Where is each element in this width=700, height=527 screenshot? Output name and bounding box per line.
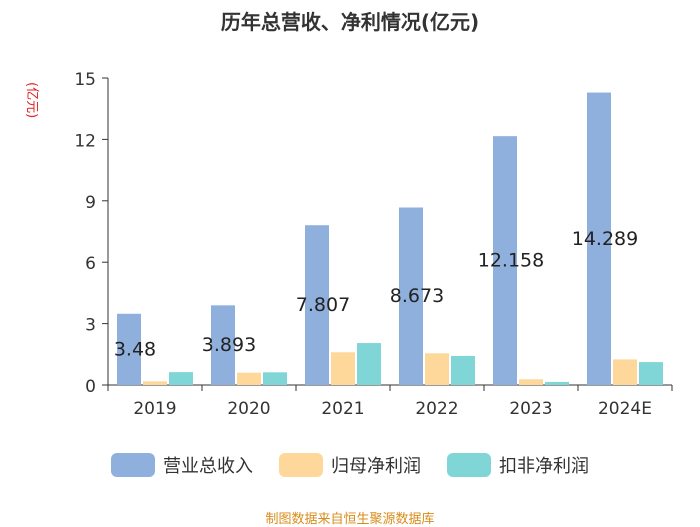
legend-label-deducted-net-profit: 扣非净利润 [499, 456, 589, 477]
legend-label-revenue: 营业总收入 [163, 456, 253, 477]
y-tick-label: 15 [74, 70, 96, 90]
data-label-revenue: 3.48 [114, 338, 156, 360]
x-tick-label: 2024E [598, 399, 652, 419]
legend-swatch-revenue [111, 453, 155, 477]
data-label-revenue: 14.289 [572, 228, 638, 250]
data-source-note: 制图数据来自恒生聚源数据库 [265, 512, 435, 527]
y-tick-label: 12 [74, 131, 96, 151]
legend-item-deducted-net-profit[interactable]: 扣非净利润 [447, 452, 589, 478]
x-tick-label: 2020 [227, 399, 270, 419]
legend-item-net-profit[interactable]: 归母净利润 [279, 452, 421, 478]
bar-deducted-net-profit [357, 343, 381, 385]
bar-net-profit [613, 359, 637, 385]
chart-legend: 营业总收入 归母净利润 扣非净利润 [0, 452, 700, 478]
x-tick-label: 2022 [415, 399, 458, 419]
bar-revenue [305, 225, 329, 385]
bar-revenue [493, 136, 517, 385]
bar-deducted-net-profit [639, 362, 663, 385]
bar-net-profit [143, 381, 167, 385]
bar-revenue [587, 92, 611, 385]
bar-net-profit [331, 352, 355, 385]
bar-deducted-net-profit [169, 372, 193, 385]
bar-revenue [117, 313, 141, 385]
legend-swatch-deducted-net-profit [447, 453, 491, 477]
legend-item-revenue[interactable]: 营业总收入 [111, 452, 253, 478]
data-label-revenue: 7.807 [296, 294, 350, 316]
y-tick-label: 9 [85, 193, 96, 213]
y-tick-label: 0 [85, 377, 96, 397]
bar-net-profit [519, 379, 543, 385]
bar-deducted-net-profit [545, 381, 569, 385]
legend-swatch-net-profit [279, 453, 323, 477]
data-label-revenue: 12.158 [478, 250, 544, 272]
bar-deducted-net-profit [451, 355, 475, 385]
bar-revenue [399, 207, 423, 385]
data-label-revenue: 8.673 [390, 285, 444, 307]
x-tick-label: 2021 [321, 399, 364, 419]
bar-revenue [211, 305, 235, 385]
y-tick-label: 3 [85, 316, 96, 336]
data-label-revenue: 3.893 [202, 334, 256, 356]
bar-net-profit [425, 353, 449, 385]
x-tick-label: 2023 [509, 399, 552, 419]
chart-title: 历年总营收、净利情况(亿元) [220, 10, 480, 34]
x-tick-label: 2019 [133, 399, 176, 419]
legend-label-net-profit: 归母净利润 [331, 456, 421, 477]
y-tick-label: 6 [85, 254, 96, 274]
bar-net-profit [237, 372, 261, 385]
bar-deducted-net-profit [263, 372, 287, 385]
